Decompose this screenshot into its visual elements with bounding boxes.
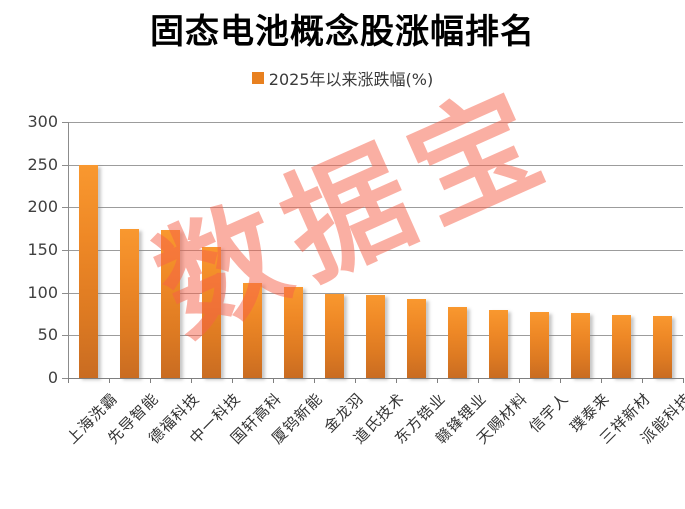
- bar-东方锆业: [407, 298, 426, 378]
- bar-派能科技: [653, 315, 672, 378]
- y-axis-tick: [62, 164, 68, 166]
- bar-德福科技: [161, 230, 180, 378]
- y-axis-tick: [62, 250, 68, 251]
- gridline: [68, 292, 683, 294]
- legend-label: 2025年以来涨跌幅(%): [268, 70, 434, 89]
- legend-swatch: [251, 72, 264, 84]
- y-axis-tick: [62, 335, 68, 337]
- bar-道氏技术: [366, 295, 385, 378]
- chart-canvas: 固态电池概念股涨幅排名 2025年以来涨跌幅(%) 0 50 100 150 200 25…: [0, 12, 685, 448]
- bar-中一科技: [202, 246, 221, 378]
- x-axis-tick: [232, 378, 233, 383]
- y-axis-tick: [62, 122, 68, 123]
- gridline: [68, 122, 683, 123]
- y-axis-label: 50: [37, 325, 58, 345]
- x-axis-tick: [396, 378, 397, 383]
- x-axis-line: [68, 378, 683, 379]
- x-axis-tick: [150, 378, 151, 383]
- gridline: [68, 207, 683, 209]
- y-axis-label: 300: [27, 112, 58, 131]
- plot-area: 0 50 100 150 200 250 300 上海洗霸 先导智能 德福科技 中一科技 国轩高科 厦钨…: [27, 112, 685, 448]
- x-axis-tick: [642, 378, 643, 383]
- x-axis-tick: [191, 378, 192, 383]
- x-axis-tick: [560, 378, 561, 383]
- x-axis-tick: [314, 378, 315, 383]
- y-axis-tick: [62, 292, 68, 294]
- x-axis-tick: [355, 378, 356, 383]
- y-axis-label: 200: [27, 197, 58, 217]
- bar-璞泰来: [571, 313, 590, 378]
- bar-先导智能: [120, 228, 139, 378]
- y-axis-tick: [62, 378, 68, 379]
- y-axis-label: 100: [27, 282, 58, 302]
- chart-title: 固态电池概念股涨幅排名: [150, 12, 535, 52]
- bar-天赐材料: [489, 309, 508, 378]
- x-axis-tick: [68, 378, 69, 383]
- gridline: [68, 250, 683, 251]
- bar-金龙羽: [325, 294, 344, 378]
- gridline: [68, 164, 683, 166]
- y-axis-label: 150: [27, 240, 58, 259]
- bar-信宇人: [530, 312, 549, 378]
- bar-上海洗霸: [79, 164, 98, 378]
- legend: 2025年以来涨跌幅(%): [0, 68, 685, 89]
- x-axis-tick: [273, 378, 274, 383]
- y-axis-tick: [62, 207, 68, 209]
- y-axis-label: 250: [27, 154, 58, 174]
- bar-三祥新材: [612, 314, 631, 378]
- x-axis-tick: [683, 378, 684, 383]
- x-axis-tick: [601, 378, 602, 383]
- x-axis-tick: [519, 378, 520, 383]
- bar-厦钨新能: [284, 286, 303, 378]
- x-axis-tick: [437, 378, 438, 383]
- bar-国轩高科: [243, 283, 262, 378]
- y-axis-line: [68, 122, 69, 378]
- x-axis-tick: [478, 378, 479, 383]
- x-axis-tick: [109, 378, 110, 383]
- y-axis-label: 0: [47, 368, 58, 387]
- bar-赣锋锂业: [448, 307, 467, 378]
